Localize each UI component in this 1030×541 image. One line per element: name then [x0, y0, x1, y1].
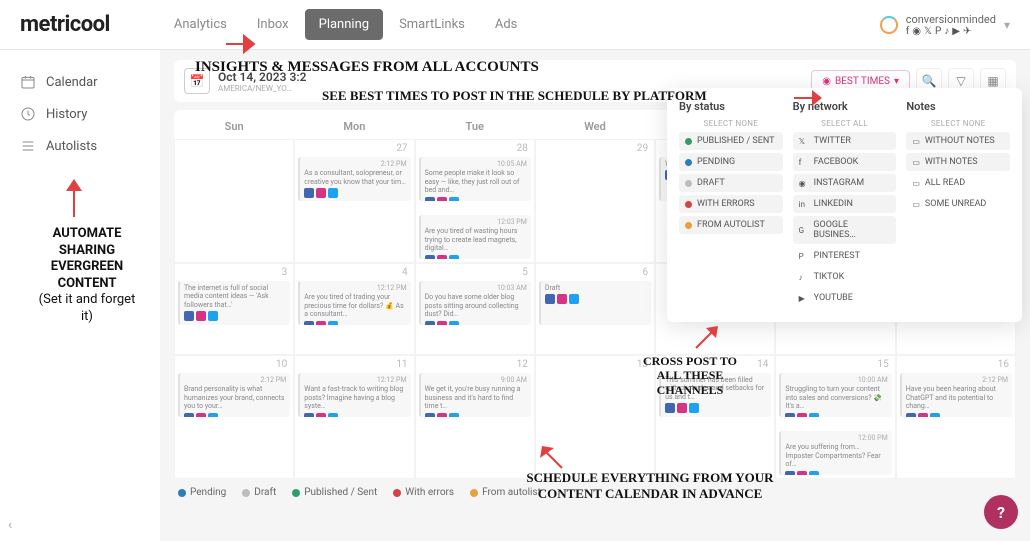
filter-status-pill[interactable]: PUBLISHED / SENT	[679, 132, 783, 150]
post-card[interactable]: Draft	[539, 281, 651, 325]
brand-logo: metricool	[20, 12, 110, 37]
legend: Pending Draft Published / Sent With erro…	[174, 479, 1016, 506]
filter-notes-pill[interactable]: ▭WITH NOTES	[906, 153, 1010, 171]
day-header: Tue	[415, 114, 535, 139]
post-card[interactable]: 12:03 PMAre you tired of wasting hours t…	[419, 215, 531, 259]
calendar-cell[interactable]: 162:12 PMHave you been hearing about Cha…	[896, 355, 1016, 479]
calendar-cell[interactable]: 510:03 AMDo you have some older blog pos…	[415, 263, 535, 355]
filter-notes-pill[interactable]: ▭WITHOUT NOTES	[906, 132, 1010, 150]
post-card[interactable]: 2:12 PMAs a consultant, solopreneur, or …	[298, 157, 410, 201]
filter-network-pill[interactable]: inLINKEDIN	[793, 195, 897, 213]
nav-smartlinks[interactable]: SmartLinks	[385, 9, 479, 40]
history-icon	[20, 106, 36, 122]
post-card[interactable]: 9:00 AMWe get it, you're busy running a …	[419, 373, 531, 417]
filter-heading: By status	[679, 100, 783, 113]
current-date: Oct 14, 2023 3:2	[218, 70, 306, 84]
filter-network-pill[interactable]: ♪TIKTOK	[793, 268, 897, 286]
calendar-cell[interactable]: 1112:12 PMWant a fast-track to writing b…	[294, 355, 414, 479]
account-name: conversionminded	[906, 13, 996, 26]
post-card[interactable]: 2:12 PMHave you been hearing about ChatG…	[900, 373, 1012, 417]
legend-label: From autolist	[482, 487, 541, 498]
calendar-cell[interactable]: 13	[535, 355, 655, 479]
filter-network-pill[interactable]: ▶YOUTUBE	[793, 289, 897, 307]
sidebar-autolists[interactable]: Autolists	[0, 130, 159, 162]
filter-notes-col: Notes SELECT NONE ▭WITHOUT NOTES ▭WITH NO…	[906, 100, 1010, 310]
post-card[interactable]: 12:12 PMWant a fast-track to writing blo…	[298, 373, 410, 417]
filter-network-pill[interactable]: ◉INSTAGRAM	[793, 174, 897, 192]
btn-label: BEST TIMES	[835, 76, 890, 87]
sidebar-item-label: Autolists	[46, 139, 97, 154]
calendar-cell[interactable]: 129:00 AMWe get it, you're busy running …	[415, 355, 535, 479]
post-card[interactable]: 10:05 AMSome people make it look so easy…	[419, 157, 531, 201]
select-all-link[interactable]: SELECT ALL	[793, 119, 897, 128]
filter-notes-pill[interactable]: ▭SOME UNREAD	[906, 195, 1010, 213]
nav-planning[interactable]: Planning	[305, 9, 383, 40]
list-icon	[20, 138, 36, 154]
post-card[interactable]: The internet is full of social media con…	[178, 281, 290, 325]
legend-label: Draft	[254, 487, 276, 498]
filter-status-pill[interactable]: WITH ERRORS	[679, 195, 783, 213]
user-area[interactable]: conversionminded f◉𝕏P♪▶✈ ▾	[880, 13, 1010, 37]
content-area: ◉PREVIEW FEED 🔔NOTIFICATIONS ⇅IMPORT/EXP…	[160, 50, 1030, 541]
day-header: Mon	[294, 114, 414, 139]
timezone-label: AMERICA/NEW_YO…	[218, 84, 306, 93]
filter-status-pill[interactable]: DRAFT	[679, 174, 783, 192]
sidebar-history[interactable]: History	[0, 98, 159, 130]
top-bar: metricool Analytics Inbox Planning Smart…	[0, 0, 1030, 50]
sidebar-item-label: Calendar	[46, 75, 98, 90]
post-card[interactable]: 10:03 AMDo you have some older blog post…	[419, 281, 531, 325]
filter-popover: By status SELECT NONE PUBLISHED / SENT PE…	[667, 88, 1022, 322]
legend-label: Published / Sent	[304, 487, 377, 498]
sidebar: Calendar History Autolists	[0, 50, 160, 541]
filter-network-col: By network SELECT ALL 𝕏TWITTER fFACEBOOK ◉…	[793, 100, 897, 310]
main-nav: Analytics Inbox Planning SmartLinks Ads	[160, 9, 532, 40]
filter-heading: Notes	[906, 100, 1010, 113]
legend-label: With errors	[405, 487, 454, 498]
filter-heading: By network	[793, 100, 897, 113]
post-card[interactable]: 2:12 PMBrand personality is what humaniz…	[178, 373, 290, 417]
calendar-cell[interactable]	[174, 139, 294, 263]
nav-inbox[interactable]: Inbox	[243, 9, 303, 40]
filter-status-pill[interactable]: FROM AUTOLIST	[679, 216, 783, 234]
calendar-toolbar: 📅 Oct 14, 2023 3:2 AMERICA/NEW_YO… ◉BEST…	[174, 60, 1016, 102]
filter-status-col: By status SELECT NONE PUBLISHED / SENT PE…	[679, 100, 783, 310]
post-card[interactable]: 12:12 PMAre you tired of trading your pr…	[298, 281, 410, 325]
calendar-cell[interactable]: 272:12 PMAs a consultant, solopreneur, o…	[294, 139, 414, 263]
calendar-cell[interactable]: 1510:00 AMStruggling to turn your conten…	[775, 355, 895, 479]
post-card[interactable]: 12:00 PMAre you suffering from… Imposter…	[779, 431, 891, 475]
post-card[interactable]: 10:00 AMStruggling to turn your content …	[779, 373, 891, 417]
nav-ads[interactable]: Ads	[481, 9, 532, 40]
calendar-cell[interactable]: 102:12 PMBrand personality is what human…	[174, 355, 294, 479]
nav-analytics[interactable]: Analytics	[160, 9, 241, 40]
calendar-icon	[20, 74, 36, 90]
sidebar-calendar[interactable]: Calendar	[0, 66, 159, 98]
calendar-cell[interactable]: 412:12 PMAre you tired of trading your p…	[294, 263, 414, 355]
calendar-cell[interactable]: 6Draft	[535, 263, 655, 355]
post-card[interactable]: This summer has been filled with obstacl…	[659, 373, 771, 417]
day-header: Sun	[174, 114, 294, 139]
account-chevron-icon: ▾	[1004, 18, 1010, 32]
collapse-sidebar-icon[interactable]: ‹	[8, 517, 12, 533]
filter-status-pill[interactable]: PENDING	[679, 153, 783, 171]
day-header: Wed	[535, 114, 655, 139]
filter-network-pill[interactable]: fFACEBOOK	[793, 153, 897, 171]
calendar-cell[interactable]: 3The internet is full of social media co…	[174, 263, 294, 355]
account-avatar-icon	[880, 16, 898, 34]
filter-notes-pill[interactable]: ▭ALL READ	[906, 174, 1010, 192]
connected-channels-icons: f◉𝕏P♪▶✈	[906, 26, 996, 37]
select-none-link[interactable]: SELECT NONE	[906, 119, 1010, 128]
calendar-cell[interactable]: 14This summer has been filled with obsta…	[655, 355, 775, 479]
sidebar-item-label: History	[46, 107, 87, 122]
date-picker-icon[interactable]: 📅	[184, 68, 210, 94]
filter-network-pill[interactable]: PPINTEREST	[793, 247, 897, 265]
select-none-link[interactable]: SELECT NONE	[679, 119, 783, 128]
filter-network-pill[interactable]: GGOOGLE BUSINES…	[793, 216, 897, 244]
calendar-cell[interactable]: 29	[535, 139, 655, 263]
filter-network-pill[interactable]: 𝕏TWITTER	[793, 132, 897, 150]
help-fab[interactable]: ?	[984, 495, 1018, 529]
legend-label: Pending	[190, 487, 226, 498]
calendar-cell[interactable]: 2810:05 AMSome people make it look so ea…	[415, 139, 535, 263]
